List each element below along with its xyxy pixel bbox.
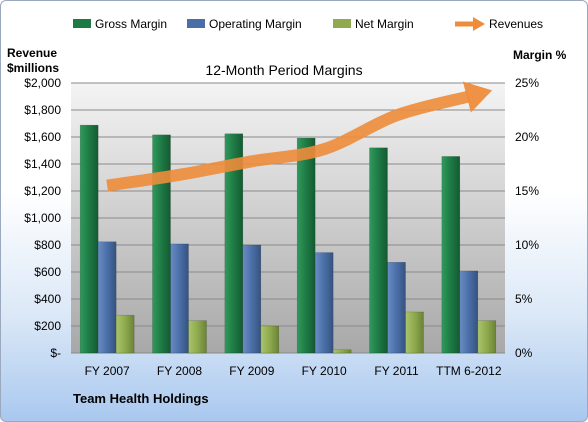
revenues-line xyxy=(106,90,471,192)
category-label: FY 2007 xyxy=(85,364,130,378)
legend: Gross Margin Operating Margin Net Margin… xyxy=(73,17,543,31)
revenue-series xyxy=(106,81,493,192)
left-tick-label: $1,400 xyxy=(24,157,61,171)
right-tick-label: 5% xyxy=(515,292,533,306)
right-tick-label: 25% xyxy=(515,76,539,90)
left-tick-label: $600 xyxy=(34,265,61,279)
legend-label-revenues: Revenues xyxy=(489,17,543,31)
chart-title: 12-Month Period Margins xyxy=(205,62,362,78)
bar-net-margin xyxy=(260,325,280,354)
left-tick-label: $1,800 xyxy=(24,103,61,117)
category-label: FY 2010 xyxy=(302,364,347,378)
revenues-arrowhead xyxy=(462,81,493,113)
left-tick-label: $400 xyxy=(34,292,61,306)
bar-operating-margin xyxy=(170,243,189,354)
bar-net-margin xyxy=(188,320,207,354)
legend-label-operating-margin: Operating Margin xyxy=(209,17,302,31)
right-tick-label: 0% xyxy=(515,346,533,360)
left-tick-label: $2,000 xyxy=(24,76,61,90)
bar-gross-margin xyxy=(441,156,461,354)
left-tick-label: $- xyxy=(50,346,61,360)
bar-gross-margin xyxy=(224,133,244,354)
left-tick-label: $1,200 xyxy=(24,184,61,198)
bar-net-margin xyxy=(405,311,424,354)
bar-operating-margin xyxy=(242,244,262,354)
left-tick-label: $200 xyxy=(34,319,61,333)
legend-label-gross-margin: Gross Margin xyxy=(95,17,167,31)
left-axis-ticks: $- $200 $400 $600 $800 $1,000 $1,200 $1,400 $1,6… xyxy=(24,76,61,360)
left-axis-title-line1: Revenue xyxy=(7,46,57,60)
category-label: FY 2008 xyxy=(157,364,202,378)
bar-net-margin xyxy=(332,349,352,354)
category-label: FY 2011 xyxy=(374,364,419,378)
bar-gross-margin xyxy=(369,147,388,354)
bar-net-margin xyxy=(477,320,497,354)
company-name: Team Health Holdings xyxy=(73,391,209,406)
category-label: FY 2009 xyxy=(229,364,274,378)
bar-gross-margin xyxy=(79,124,99,354)
left-tick-label: $1,600 xyxy=(24,130,61,144)
legend-swatch-gross-margin xyxy=(73,19,91,28)
bar-net-margin xyxy=(115,314,135,354)
bar-operating-margin xyxy=(459,270,479,354)
right-tick-label: 20% xyxy=(515,130,539,144)
right-tick-label: 15% xyxy=(515,184,539,198)
left-tick-label: $800 xyxy=(34,238,61,252)
legend-label-net-margin: Net Margin xyxy=(355,17,414,31)
category-label: TTM 6-2012 xyxy=(436,364,502,378)
legend-swatch-revenues xyxy=(455,17,485,31)
bar-operating-margin xyxy=(314,252,334,354)
legend-swatch-operating-margin xyxy=(187,19,205,28)
left-tick-label: $1,000 xyxy=(24,211,61,225)
bar-gross-margin xyxy=(152,134,171,354)
right-tick-label: 10% xyxy=(515,238,539,252)
bar-operating-margin xyxy=(387,262,406,354)
bar-operating-margin xyxy=(97,241,117,354)
left-axis-title-line2: $millions xyxy=(7,61,59,75)
category-labels: FY 2007 FY 2008 FY 2009 FY 2010 FY 2011 TTM 6… xyxy=(85,364,502,378)
bars xyxy=(79,124,497,354)
right-axis-ticks: 0% 5% 10% 15% 20% 25% xyxy=(515,76,539,360)
bar-gross-margin xyxy=(296,137,316,354)
right-axis-title: Margin % xyxy=(513,48,567,62)
legend-swatch-net-margin xyxy=(333,19,351,28)
